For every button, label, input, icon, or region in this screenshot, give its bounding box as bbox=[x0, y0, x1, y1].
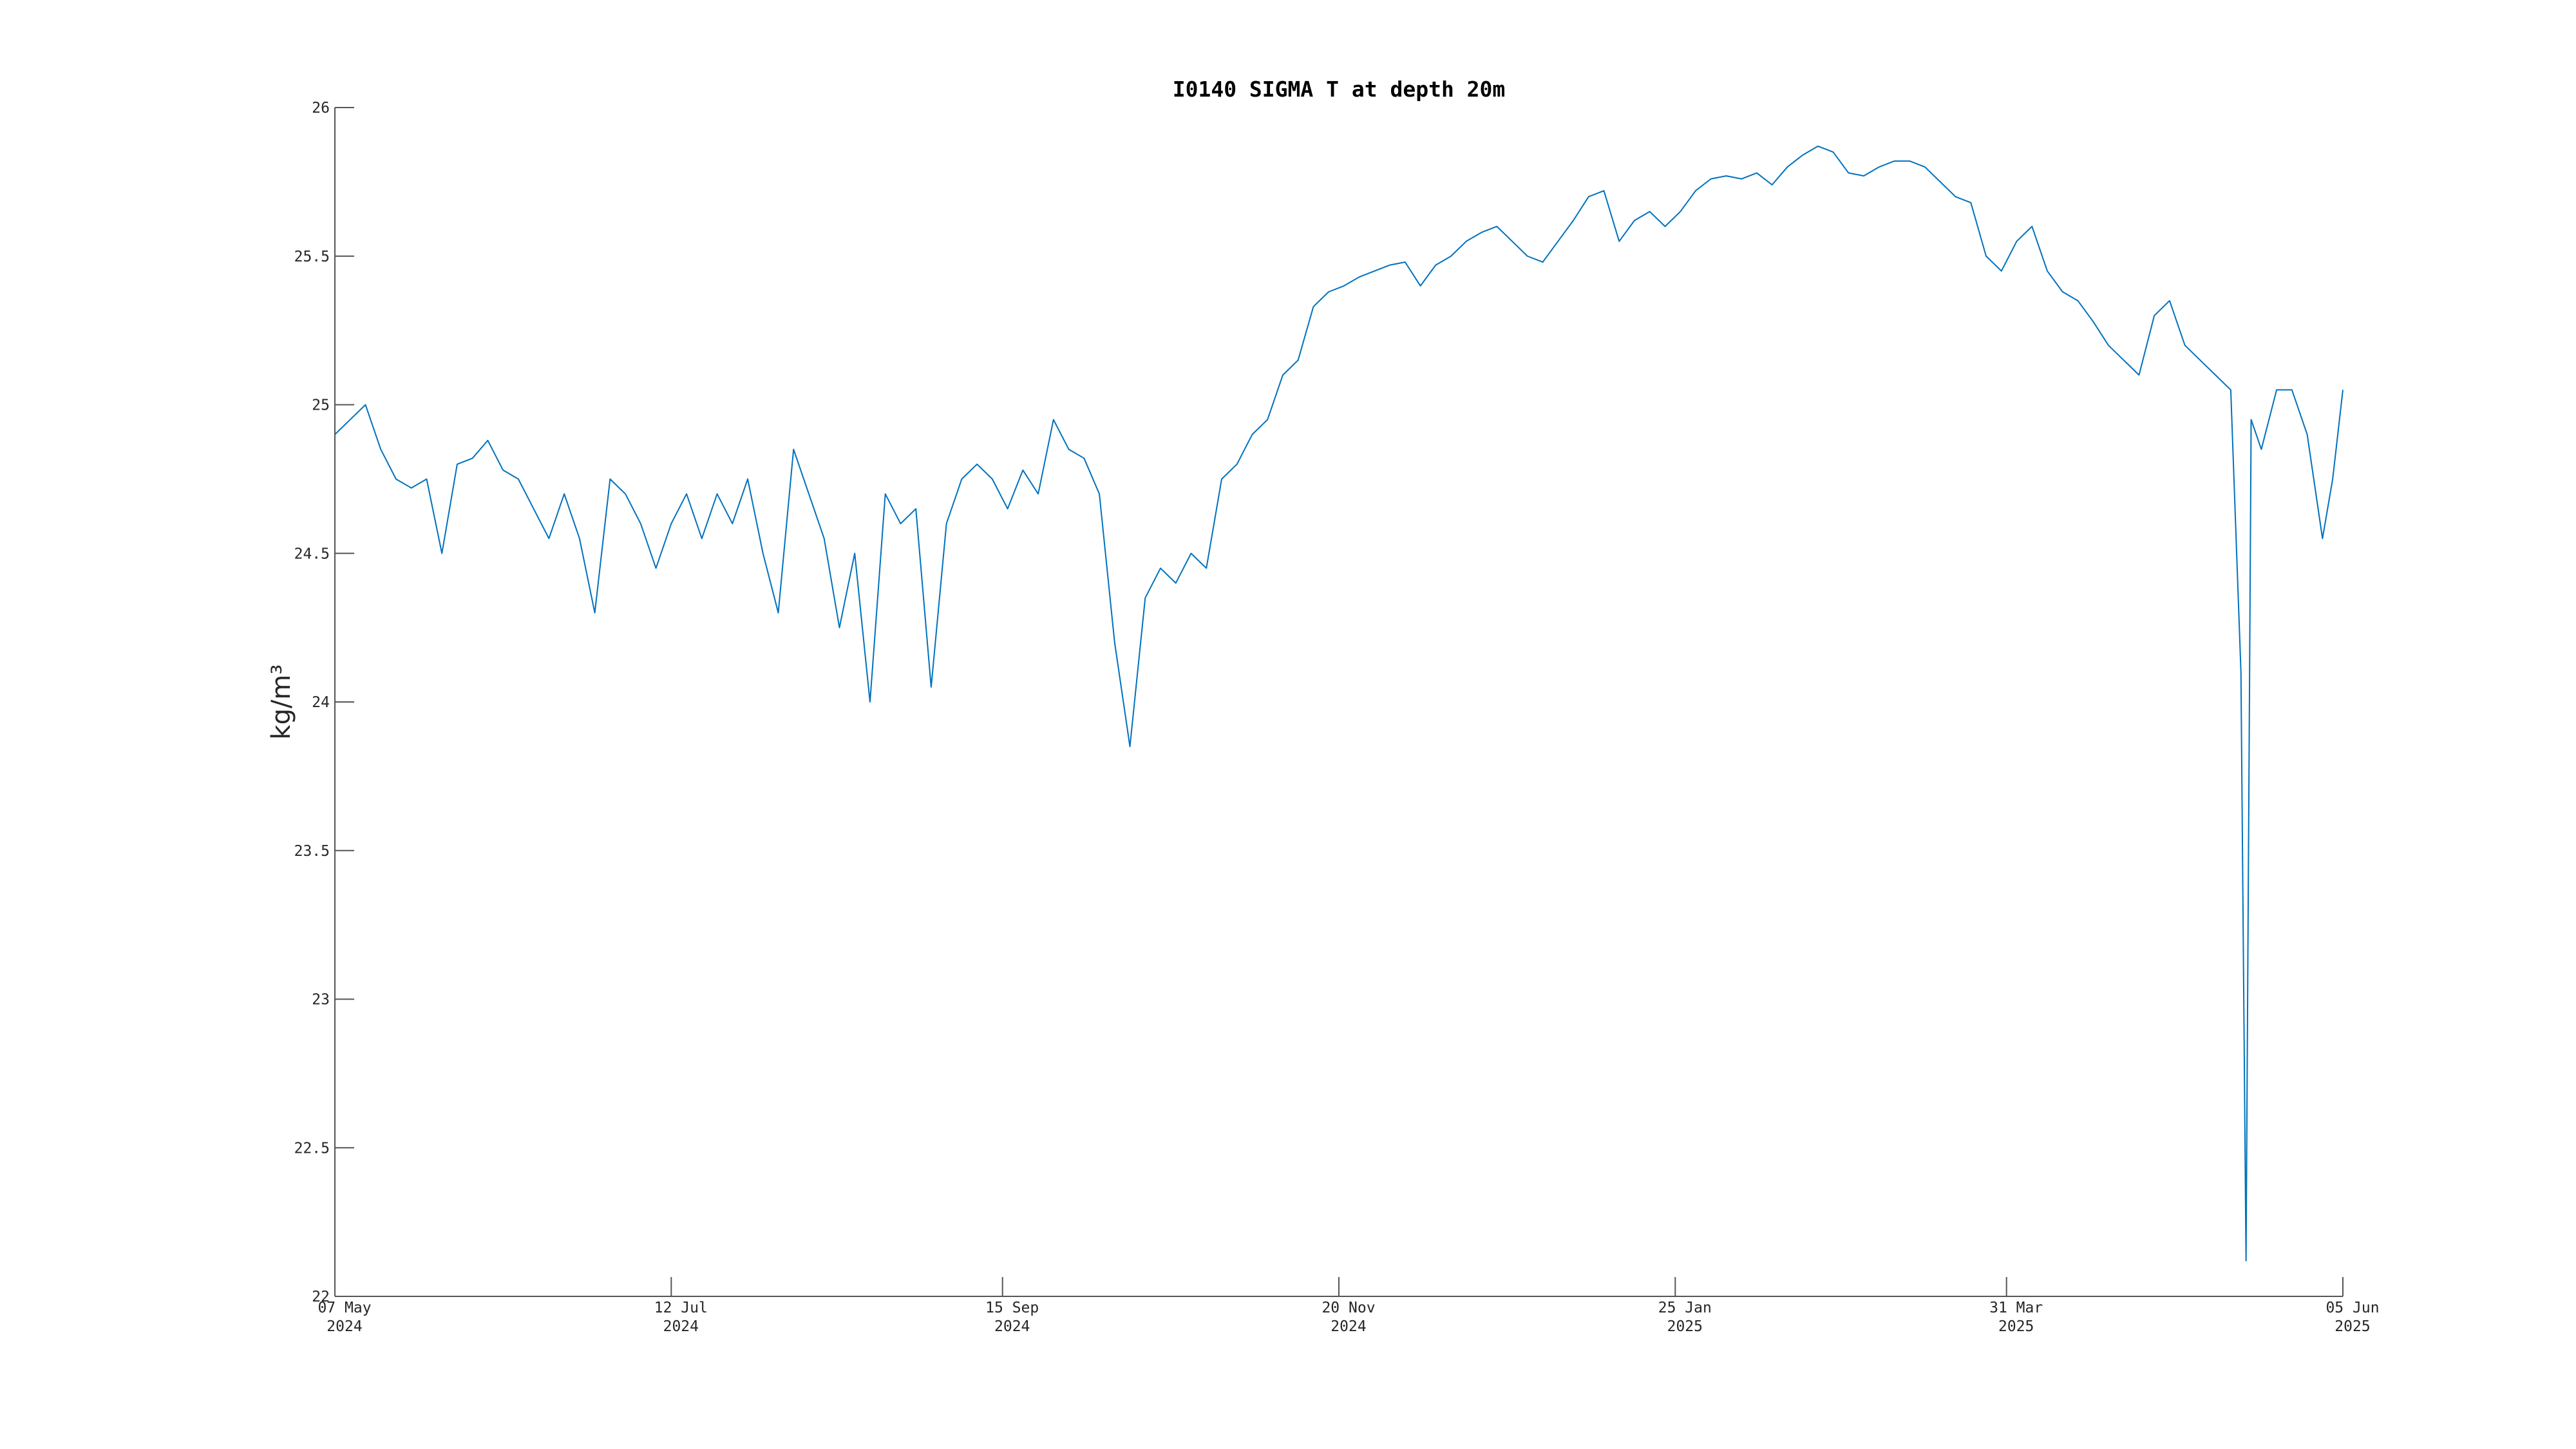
x-tick-label: 15 Sep bbox=[985, 1300, 1039, 1316]
x-tick-label: 12 Jul bbox=[654, 1300, 708, 1316]
y-tick-label: 25 bbox=[312, 397, 330, 414]
chart-title: I0140 SIGMA T at depth 20m bbox=[1173, 77, 1506, 102]
x-tick-label: 2025 bbox=[2334, 1318, 2370, 1335]
x-tick-label: 31 Mar bbox=[1989, 1300, 2043, 1316]
x-tick-label: 25 Jan bbox=[1658, 1300, 1712, 1316]
y-tick-label: 26 bbox=[312, 100, 330, 117]
x-tick-label: 20 Nov bbox=[1321, 1300, 1375, 1316]
y-tick-label: 24.5 bbox=[294, 545, 330, 562]
y-tick-label: 22.5 bbox=[294, 1140, 330, 1157]
y-tick-label: 23.5 bbox=[294, 843, 330, 860]
y-tick-label: 24 bbox=[312, 694, 330, 711]
y-tick-label: 22 bbox=[312, 1289, 330, 1305]
x-tick-label: 2025 bbox=[1667, 1318, 1703, 1335]
x-tick-label: 07 May bbox=[317, 1300, 371, 1316]
y-axis-label: kg/m³ bbox=[267, 664, 296, 739]
x-tick-label: 05 Jun bbox=[2325, 1300, 2379, 1316]
y-tick-label: 23 bbox=[312, 992, 330, 1009]
x-tick-label: 2024 bbox=[994, 1318, 1030, 1335]
x-tick-label: 2025 bbox=[1998, 1318, 2034, 1335]
x-tick-label: 2024 bbox=[663, 1318, 699, 1335]
x-tick-label: 2024 bbox=[327, 1318, 362, 1335]
x-tick-label: 2024 bbox=[1331, 1318, 1366, 1335]
data-line bbox=[334, 145, 2344, 1262]
y-tick-label: 25.5 bbox=[294, 249, 330, 265]
